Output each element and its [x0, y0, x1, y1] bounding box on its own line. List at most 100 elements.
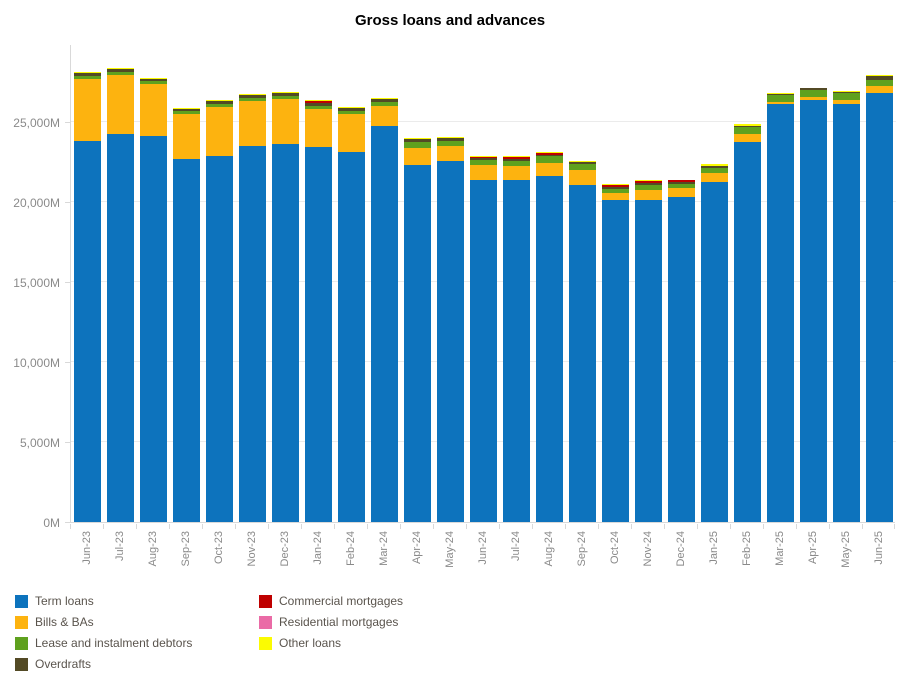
bar-segment[interactable]: [602, 193, 629, 201]
bar-segment[interactable]: [503, 156, 530, 157]
bar-segment[interactable]: [239, 100, 266, 146]
bar-segment[interactable]: [272, 95, 299, 100]
bar-segment[interactable]: [503, 180, 530, 522]
bar-segment[interactable]: [107, 134, 134, 522]
bar-segment[interactable]: [734, 125, 761, 127]
bar-segment[interactable]: [437, 138, 464, 142]
bar-segment[interactable]: [239, 94, 266, 98]
bar-Oct-23[interactable]: [206, 100, 233, 522]
bar-segment[interactable]: [74, 72, 101, 76]
bar-segment[interactable]: [668, 197, 695, 522]
bar-Jan-25[interactable]: [701, 164, 728, 522]
bar-segment[interactable]: [371, 106, 398, 126]
bar-Sep-24[interactable]: [569, 161, 596, 522]
bar-Aug-23[interactable]: [140, 78, 167, 522]
bar-segment[interactable]: [470, 160, 497, 166]
bar-segment[interactable]: [272, 92, 299, 96]
bar-segment[interactable]: [371, 98, 398, 100]
bar-segment[interactable]: [866, 79, 893, 87]
bar-segment[interactable]: [668, 188, 695, 198]
bar-segment[interactable]: [767, 94, 794, 102]
bar-Apr-25[interactable]: [800, 87, 827, 522]
bar-segment[interactable]: [668, 180, 695, 182]
bar-segment[interactable]: [536, 151, 563, 153]
bar-segment[interactable]: [338, 107, 365, 111]
bar-segment[interactable]: [536, 162, 563, 176]
bar-segment[interactable]: [173, 108, 200, 111]
bar-segment[interactable]: [140, 78, 167, 79]
bar-segment[interactable]: [74, 78, 101, 142]
bar-May-24[interactable]: [437, 137, 464, 522]
bar-segment[interactable]: [437, 141, 464, 147]
bar-segment[interactable]: [107, 68, 134, 70]
bar-segment[interactable]: [602, 200, 629, 522]
bar-Feb-25[interactable]: [734, 124, 761, 522]
bar-segment[interactable]: [140, 78, 167, 82]
bar-segment[interactable]: [536, 152, 563, 155]
bar-Mar-24[interactable]: [371, 98, 398, 522]
bar-segment[interactable]: [635, 189, 662, 200]
bar-segment[interactable]: [470, 156, 497, 159]
legend-item[interactable]: Term loans: [15, 594, 225, 608]
bar-segment[interactable]: [305, 109, 332, 147]
bar-segment[interactable]: [602, 188, 629, 194]
bar-segment[interactable]: [866, 93, 893, 522]
legend-item[interactable]: Commercial mortgages: [259, 594, 469, 608]
bar-segment[interactable]: [866, 86, 893, 94]
bar-segment[interactable]: [206, 155, 233, 522]
bar-segment[interactable]: [239, 146, 266, 522]
bar-segment[interactable]: [833, 104, 860, 522]
bar-segment[interactable]: [668, 179, 695, 181]
legend-item[interactable]: Overdrafts: [15, 657, 225, 671]
bar-segment[interactable]: [602, 184, 629, 186]
bar-segment[interactable]: [569, 164, 596, 170]
bar-segment[interactable]: [140, 81, 167, 85]
bar-segment[interactable]: [536, 176, 563, 522]
bar-segment[interactable]: [767, 93, 794, 95]
bar-segment[interactable]: [107, 72, 134, 76]
bar-Jun-23[interactable]: [74, 71, 101, 522]
bar-segment[interactable]: [305, 105, 332, 110]
bar-segment[interactable]: [338, 106, 365, 108]
bar-segment[interactable]: [833, 93, 860, 101]
bar-Aug-24[interactable]: [536, 151, 563, 522]
bar-segment[interactable]: [833, 91, 860, 94]
bar-segment[interactable]: [338, 110, 365, 115]
bar-segment[interactable]: [635, 199, 662, 522]
bar-segment[interactable]: [503, 157, 530, 159]
bar-segment[interactable]: [503, 160, 530, 166]
bar-Mar-25[interactable]: [767, 93, 794, 522]
bar-segment[interactable]: [635, 180, 662, 182]
bar-Jun-25[interactable]: [866, 74, 893, 522]
bar-segment[interactable]: [272, 92, 299, 93]
bar-segment[interactable]: [305, 100, 332, 102]
bar-segment[interactable]: [668, 181, 695, 184]
bar-segment[interactable]: [569, 185, 596, 522]
bar-Jul-23[interactable]: [107, 68, 134, 522]
legend-item[interactable]: Residential mortgages: [259, 615, 469, 629]
bar-segment[interactable]: [635, 183, 662, 186]
bar-segment[interactable]: [272, 144, 299, 522]
bar-segment[interactable]: [173, 114, 200, 159]
bar-Feb-24[interactable]: [338, 106, 365, 522]
bar-segment[interactable]: [833, 100, 860, 105]
legend-item[interactable]: Lease and instalment debtors: [15, 636, 225, 650]
bar-segment[interactable]: [833, 90, 860, 92]
bar-segment[interactable]: [140, 136, 167, 522]
bar-segment[interactable]: [701, 173, 728, 182]
bar-segment[interactable]: [206, 103, 233, 108]
bar-segment[interactable]: [74, 75, 101, 79]
bar-segment[interactable]: [74, 141, 101, 522]
bar-segment[interactable]: [404, 165, 431, 522]
bar-segment[interactable]: [734, 124, 761, 126]
bar-Apr-24[interactable]: [404, 138, 431, 522]
bar-Dec-24[interactable]: [668, 179, 695, 522]
bar-segment[interactable]: [866, 74, 893, 77]
bar-segment[interactable]: [173, 158, 200, 522]
bar-segment[interactable]: [569, 169, 596, 186]
bar-segment[interactable]: [305, 146, 332, 522]
bar-segment[interactable]: [800, 88, 827, 91]
bar-Sep-23[interactable]: [173, 107, 200, 522]
bar-segment[interactable]: [734, 126, 761, 134]
bar-segment[interactable]: [404, 139, 431, 143]
